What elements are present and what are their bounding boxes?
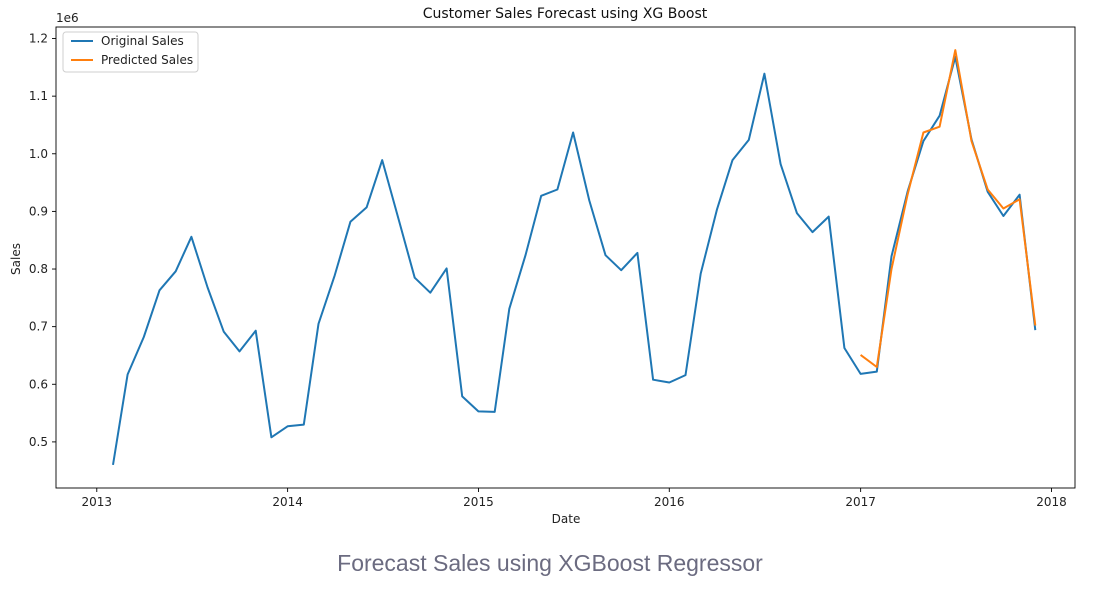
y-tick-label: 0.5 — [29, 435, 48, 449]
x-tick-label: 2015 — [463, 495, 494, 509]
y-offset-text: 1e6 — [56, 11, 79, 25]
y-tick-label: 0.7 — [29, 320, 48, 334]
legend-label: Predicted Sales — [101, 53, 193, 67]
x-tick-label: 2014 — [272, 495, 303, 509]
y-tick-label: 0.8 — [29, 262, 48, 276]
y-tick-label: 0.9 — [29, 204, 48, 218]
series-line-predicted-sales — [860, 49, 1037, 368]
figure-caption: Forecast Sales using XGBoost Regressor — [337, 550, 763, 576]
legend-label: Original Sales — [101, 34, 184, 48]
x-tick-label: 2016 — [654, 495, 685, 509]
y-tick-label: 0.6 — [29, 377, 48, 391]
y-tick-label: 1.0 — [29, 147, 48, 161]
x-axis-label: Date — [552, 512, 581, 526]
legend-box — [62, 31, 199, 73]
x-tick-label: 2013 — [82, 495, 113, 509]
y-axis-label: Sales — [9, 243, 23, 275]
y-tick-label: 1.2 — [29, 32, 48, 46]
series-line-original-sales — [112, 56, 1037, 466]
y-tick-label: 1.1 — [29, 89, 48, 103]
chart-title: Customer Sales Forecast using XG Boost — [423, 6, 708, 22]
x-tick-label: 2018 — [1036, 495, 1067, 509]
plot-frame — [55, 26, 1076, 489]
legend: Original Sales Predicted Sales — [62, 31, 199, 73]
plot-area: 2013 2014 2015 2016 2017 2018 0.5 0.6 0.7 0.8 0.9 1… — [29, 26, 1076, 509]
x-tick-label: 2017 — [845, 495, 876, 509]
